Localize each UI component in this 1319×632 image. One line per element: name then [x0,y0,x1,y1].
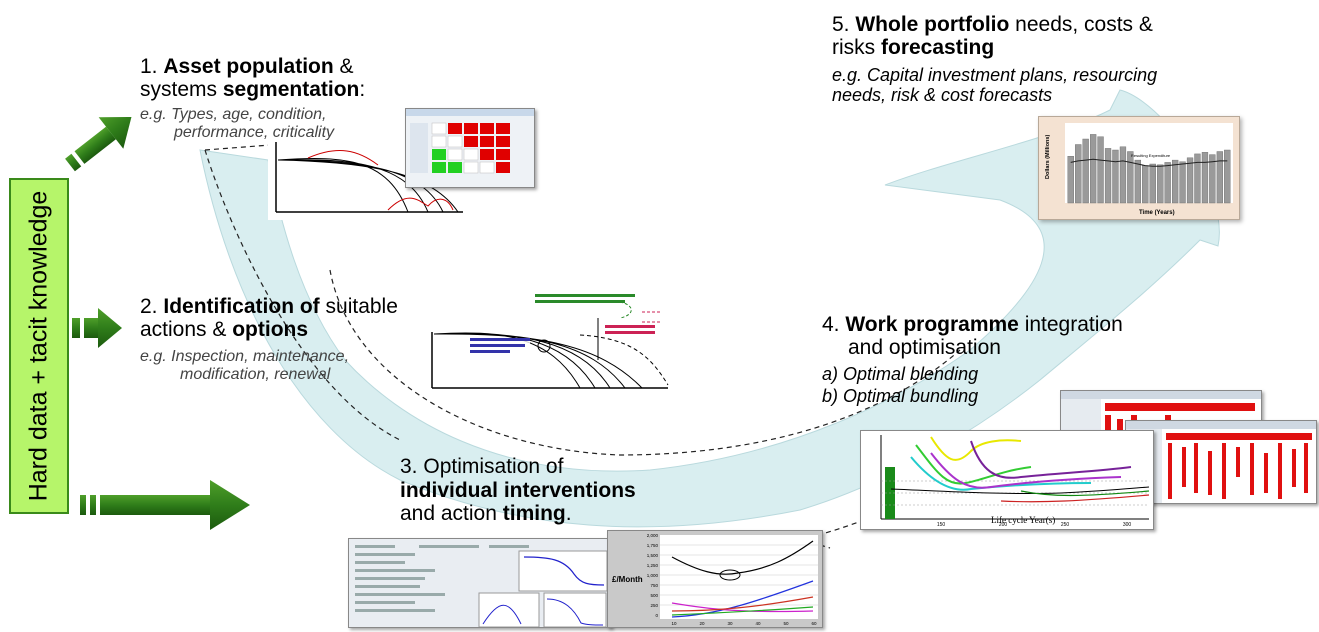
side-label-box: Hard data + tacit knowledge [9,178,69,514]
bundling-xtick: 200 [999,522,1008,528]
blending-chart: 150 200 250 300 Life cycle Year(s) [860,430,1154,530]
forecast-bar [1112,149,1119,204]
forecast-bar [1082,138,1089,204]
step-5-example: e.g. Capital investment plans, resourcin… [832,65,1158,105]
forecast-bar [1067,156,1074,204]
step-1-title: 1. Asset population & systems segmentati… [140,55,366,101]
forecast-chart: Dollars (Millions) Time (Years) Resultin… [1038,116,1240,220]
side-label: Hard data + tacit knowledge [24,190,53,502]
timing-chart-xticks: 10 20 30 40 50 60 [671,621,817,626]
bundling-xtick: 250 [1061,522,1070,528]
timing-xtick: 30 [727,621,733,626]
timing-chart-yticks: 2,000 1,750 1,500 1,250 1,000 750 500 250 0 [647,533,659,618]
forecast-bar [1164,162,1171,204]
forecast-bar [1216,151,1223,204]
forecast-bar [1171,159,1179,204]
forecast-bar [1127,151,1134,204]
bundling-grid-front [1125,420,1317,504]
forecast-bar [1104,148,1112,204]
forecast-bar [1179,161,1186,204]
timing-xtick: 20 [699,621,705,626]
bundling-chart-xticks: 150 200 250 300 [937,522,1132,528]
timing-ytick: 500 [650,593,658,598]
arrow-top [65,116,132,172]
timing-chart-ylabel: £/Month [612,575,643,584]
step-3-title: 3. Optimisation of individual interventi… [400,455,636,526]
step-4-items: a) Optimal blending b) Optimal bundling [822,364,978,407]
forecast-bar [1194,153,1201,204]
step-1-example: e.g. Types, age, condition, performance,… [140,106,335,141]
forecast-bar [1149,163,1156,204]
timing-ytick: 1,500 [647,553,659,558]
forecast-bar [1075,144,1082,204]
timing-ytick: 1,250 [647,563,659,568]
segmentation-matrix-thumb [405,108,535,188]
timing-dialog-thumb [348,538,612,628]
timing-ytick: 1,000 [647,573,659,578]
timing-ytick: 250 [650,603,658,608]
cycle-band [199,89,1220,528]
timing-xtick: 60 [811,621,817,626]
bundling-xtick: 150 [937,522,946,528]
forecast-bar [1090,134,1097,204]
timing-ytick: 0 [655,613,658,618]
timing-ytick: 2,000 [647,533,659,538]
timing-ytick: 1,750 [647,543,659,548]
forecast-line [1070,158,1228,167]
timing-xtick: 10 [671,621,677,626]
forecast-ylabel: Dollars (Millions) [1045,135,1051,179]
timing-cost-chart: £/Month 2,000 1,750 1,500 1,250 1,000 750 500 2… [607,530,823,628]
forecast-bar [1119,146,1127,204]
forecast-xlabel: Time (Years) [1139,210,1175,216]
timing-ytick: 750 [650,583,658,588]
forecast-bar [1142,165,1149,204]
arrow-middle [72,308,122,348]
step-5-title: 5. Whole portfolio needs, costs & risks … [832,13,1153,59]
forecast-legend: Resulting Expenditure [1131,153,1171,158]
forecast-bars [1067,134,1231,204]
step-2-example: e.g. Inspection, maintenance, modificati… [140,348,350,383]
timing-xtick: 50 [783,621,789,626]
options-curves-thumb [430,290,670,390]
forecast-bar [1209,154,1216,204]
timing-xtick: 40 [755,621,761,626]
bundling-chart-xlabel: Life cycle Year(s) [991,515,1056,525]
step-4-title: 4. Work programme integration and optimi… [822,313,1123,359]
forecast-bar [1224,149,1231,204]
forecast-bar [1201,152,1209,204]
bundling-xtick: 300 [1123,522,1132,528]
forecast-bar [1157,164,1164,204]
arrow-bottom [80,480,250,530]
cycle-dashed-line [204,144,1011,549]
forecast-bar [1134,159,1142,204]
step-4-item-a: a) Optimal blending [822,364,979,384]
forecast-bar [1097,136,1104,204]
step-4-item-b: b) Optimal bundling [822,385,979,406]
forecast-bar [1186,157,1194,204]
step-2-title: 2. Identification of suitable actions & … [140,295,398,341]
